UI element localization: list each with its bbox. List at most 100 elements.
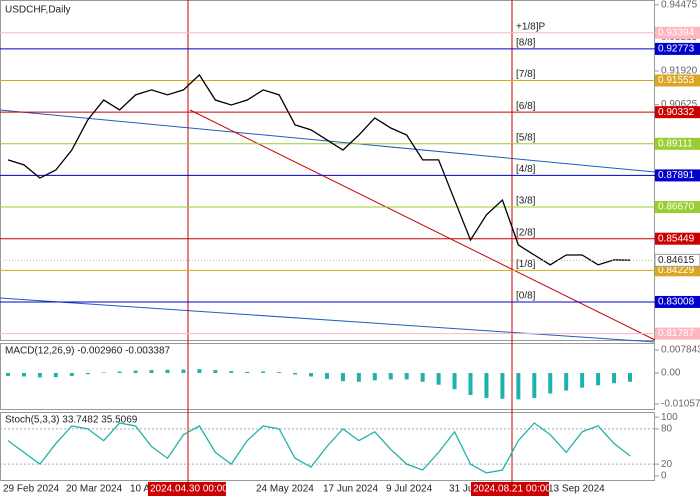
y-tick-label: 20 xyxy=(661,459,673,470)
bar xyxy=(388,372,393,380)
level-price: 0.93394 xyxy=(658,27,695,38)
y-tick-label: 0.90625 xyxy=(661,99,698,110)
bar xyxy=(452,372,457,390)
level-label: +1/8]P xyxy=(516,21,546,32)
level-price: 0.86670 xyxy=(658,202,695,213)
level-label: [3/8] xyxy=(516,196,536,207)
bar xyxy=(372,372,377,381)
bar xyxy=(261,371,266,373)
level-label: [6/8] xyxy=(516,101,536,112)
bar xyxy=(420,372,425,382)
bar xyxy=(484,372,489,398)
bar xyxy=(101,372,106,373)
level-price-box xyxy=(655,26,700,39)
bar xyxy=(37,372,42,378)
bar xyxy=(516,372,521,400)
level-price-box xyxy=(655,169,700,182)
marker-label: 2024.08.21 00:00 xyxy=(473,484,551,495)
y-tick-label: -0.010574 xyxy=(661,399,700,410)
level-label: [4/8] xyxy=(516,164,536,175)
level-price: 0.84229 xyxy=(658,265,695,276)
level-price-box xyxy=(655,232,700,245)
bar xyxy=(596,372,601,386)
bar xyxy=(404,372,409,380)
bar xyxy=(245,371,250,373)
level-label: [8/8] xyxy=(516,38,536,49)
level-price-box xyxy=(655,74,700,87)
bar xyxy=(6,372,10,376)
bar xyxy=(548,372,553,394)
y-tick-label: 0.94475 xyxy=(661,0,698,10)
data-line xyxy=(7,422,631,474)
data-line xyxy=(7,73,631,266)
level-price-box xyxy=(655,327,700,340)
y-tick-label: 0.007843 xyxy=(661,345,700,356)
last-price: 0.84615 xyxy=(658,255,695,266)
level-price: 0.90332 xyxy=(658,107,695,118)
bar xyxy=(149,370,154,373)
level-label: [1/8] xyxy=(516,259,536,270)
level-price-box xyxy=(655,42,700,55)
level-price: 0.81787 xyxy=(658,328,695,339)
bar xyxy=(85,372,90,375)
stoch-frame xyxy=(0,412,655,481)
bar xyxy=(197,369,202,373)
bar xyxy=(340,372,345,382)
bar xyxy=(356,372,361,382)
bar xyxy=(117,371,122,373)
level-price-box xyxy=(655,264,700,277)
bar xyxy=(21,372,26,377)
bar xyxy=(277,372,282,373)
level-price: 0.92773 xyxy=(658,44,695,55)
last-price-box xyxy=(654,253,700,267)
level-label: [5/8] xyxy=(516,132,536,143)
x-tick-label: 9 Jul 2024 xyxy=(386,484,433,495)
price-frame xyxy=(0,0,655,341)
level-label: [0/8] xyxy=(516,291,536,302)
level-price: 0.91553 xyxy=(658,75,695,86)
level-price: 0.83008 xyxy=(658,297,695,308)
bar xyxy=(133,370,138,373)
level-price-box xyxy=(655,201,700,214)
trend-line xyxy=(0,297,656,343)
bar xyxy=(324,372,329,379)
y-tick-label: 80 xyxy=(661,424,673,435)
bar xyxy=(165,369,170,373)
bar xyxy=(468,372,473,395)
bar xyxy=(628,372,632,382)
bar xyxy=(436,372,441,385)
y-tick-label: 100 xyxy=(661,412,678,423)
x-tick-label: 24 May 2024 xyxy=(256,484,314,495)
y-tick-label: 0.00 xyxy=(661,368,681,379)
stoch-title: Stoch(5,3,3) 33.7482 35.5069 xyxy=(5,415,138,426)
bar xyxy=(69,372,74,376)
bar xyxy=(564,372,569,391)
level-price-box xyxy=(655,295,700,308)
y-tick-label: 0 xyxy=(661,471,667,482)
y-tick-label: 0.91920 xyxy=(661,66,698,77)
level-price: 0.87891 xyxy=(658,170,695,181)
x-tick-label: 13 Sep 2024 xyxy=(548,484,605,495)
bar xyxy=(580,372,585,388)
x-tick-label: 29 Feb 2024 xyxy=(3,484,60,495)
bar xyxy=(53,372,58,378)
bar xyxy=(181,369,186,373)
macd-title: MACD(12,26,9) -0.002960 -0.003387 xyxy=(5,346,171,357)
level-price: 0.89111 xyxy=(658,138,693,149)
x-tick-label: 20 Mar 2024 xyxy=(66,484,123,495)
x-tick-label: 17 Jun 2024 xyxy=(323,484,378,495)
level-label: [7/8] xyxy=(516,69,536,80)
bar xyxy=(612,372,617,384)
chart-title: USDCHF,Daily xyxy=(5,5,71,16)
level-label: [2/8] xyxy=(516,227,536,238)
level-price: 0.85449 xyxy=(658,233,695,244)
bar xyxy=(213,370,218,373)
level-price-box xyxy=(655,106,700,119)
bar xyxy=(532,372,537,398)
level-price-box xyxy=(655,137,700,150)
marker-box xyxy=(471,482,549,496)
marker-label: 2024.04.30 00:00 xyxy=(150,484,228,495)
macd-frame xyxy=(0,343,655,410)
